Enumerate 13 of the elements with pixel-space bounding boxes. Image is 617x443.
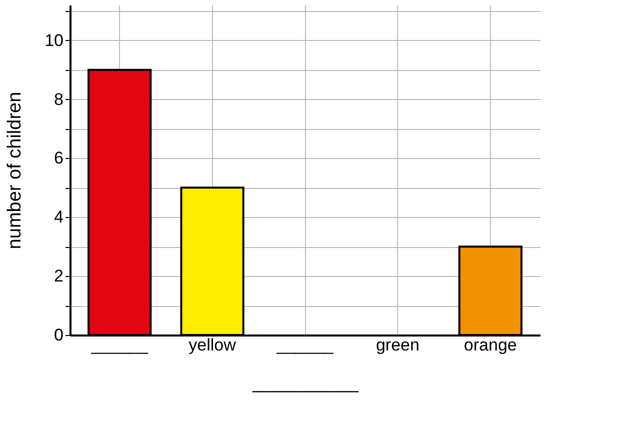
y-tick-label: 8 xyxy=(54,90,64,109)
y-tick-label: 0 xyxy=(54,326,64,344)
x-tick-label: orange xyxy=(464,336,517,354)
x-tick-label: ______ xyxy=(276,336,334,354)
x-axis-title: __________ xyxy=(252,372,359,394)
y-tick-label: 4 xyxy=(54,208,64,227)
x-tick-label: yellow xyxy=(188,336,237,354)
y-tick-label: 6 xyxy=(54,148,64,168)
y-axis-title: number of children xyxy=(4,92,26,250)
x-tick-label: green xyxy=(376,336,420,354)
x-tick-label: ______ xyxy=(90,336,148,354)
y-tick-label: 10 xyxy=(44,30,64,50)
y-tick-label: 2 xyxy=(54,266,64,286)
